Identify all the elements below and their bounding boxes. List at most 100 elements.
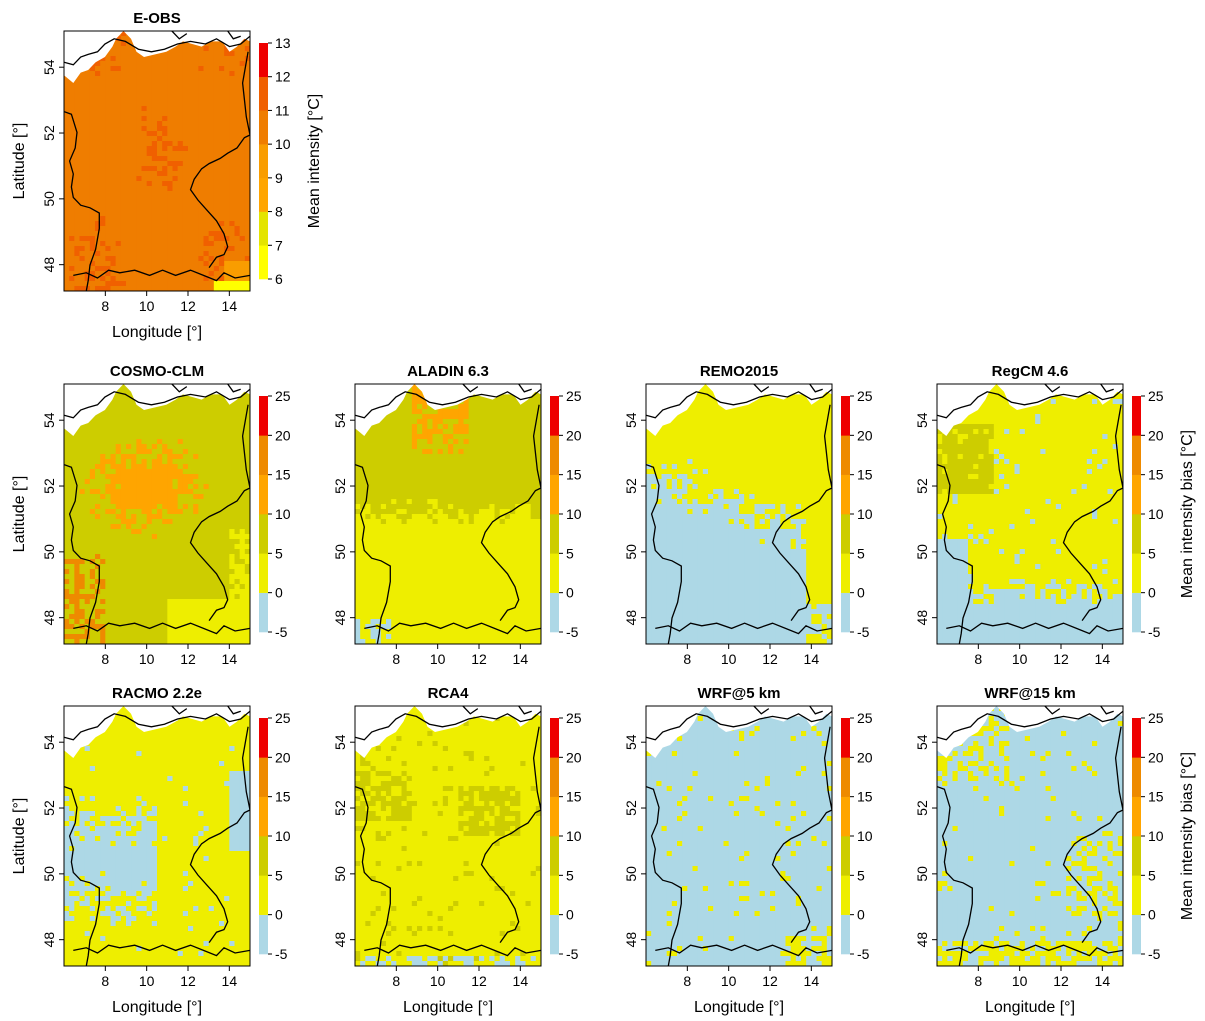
grid-cell [530,524,537,530]
grid-cell [141,449,148,455]
grid-cell [74,639,80,644]
grid-cell [234,399,241,405]
grid-cell [64,136,70,142]
grid-cell [177,429,184,435]
grid-cell [100,66,106,72]
grid-cell [162,569,168,575]
grid-cell [198,444,204,450]
grid-cell [167,494,173,500]
grid-cell [84,96,91,102]
grid-cell [79,479,86,485]
grid-cell [458,499,464,505]
grid-cell [157,281,163,287]
grid-cell [100,484,106,490]
grid-cell [244,101,250,107]
grid-cell [157,86,163,92]
grid-cell [437,449,444,455]
grid-cell [79,424,86,430]
grid-cell [115,161,122,167]
grid-cell [229,609,235,615]
grid-cell [504,484,511,490]
grid-cell [177,499,184,505]
grid-cell [380,439,387,445]
grid-cell [115,201,122,207]
grid-cell [177,276,184,282]
grid-cell [234,66,241,72]
grid-cell [141,499,148,505]
grid-cell [95,454,101,460]
grid-cell [234,564,241,570]
grid-cell [177,201,184,207]
grid-cell [473,399,480,405]
grid-cell [115,434,122,440]
grid-cell [162,639,168,644]
grid-cell [188,241,194,247]
grid-cell [172,156,179,162]
grid-cell [131,489,137,495]
grid-cell [131,509,137,515]
grid-cell [141,489,148,495]
grid-cell [208,609,215,615]
grid-cell [203,131,210,137]
grid-cell [126,494,132,500]
grid-cell [105,544,111,550]
grid-cell [120,579,127,585]
grid-cell [234,86,241,92]
grid-cell [489,409,495,415]
grid-cell [530,404,537,410]
grid-cell [172,166,179,172]
grid-cell [360,469,366,475]
grid-cell [136,156,142,162]
grid-cell [239,489,246,495]
grid-cell [193,226,199,232]
grid-cell [182,514,189,520]
grid-cell [234,589,241,595]
grid-cell [458,419,464,425]
grid-cell [146,271,153,277]
grid-cell [224,216,230,222]
grid-cell [370,534,377,540]
grid-cell [208,76,215,82]
grid-cell [95,241,101,247]
grid-cell [515,399,521,405]
grid-cell [458,514,464,520]
grid-cell [463,539,470,545]
grid-cell [234,56,241,62]
grid-cell [193,554,199,560]
grid-cell [95,246,101,252]
grid-cell [131,111,137,117]
grid-cell [136,96,142,102]
grid-cell [473,459,480,465]
grid-cell [74,171,80,177]
grid-cell [499,529,506,535]
grid-cell [151,449,158,455]
grid-cell [89,629,96,635]
grid-cell [427,494,433,500]
grid-cell [136,226,142,232]
grid-cell [355,444,361,450]
grid-cell [391,529,397,535]
grid-cell [380,469,387,475]
grid-cell [535,399,541,405]
grid-cell [219,399,225,405]
grid-cell [234,81,241,87]
grid-cell [89,579,96,585]
grid-cell [136,61,142,67]
grid-cell [244,241,250,247]
grid-cell [136,81,142,87]
grid-cell [141,246,148,252]
grid-cell [479,469,485,475]
grid-cell [79,151,86,157]
grid-cell [131,266,137,272]
grid-cell [115,459,122,465]
grid-cell [74,449,80,455]
grid-cell [213,106,220,112]
grid-cell [115,66,122,72]
grid-cell [64,574,70,580]
grid-cell [391,424,397,430]
grid-cell [110,454,117,460]
grid-cell [162,579,168,585]
grid-cell [74,236,80,242]
grid-cell [463,434,470,440]
